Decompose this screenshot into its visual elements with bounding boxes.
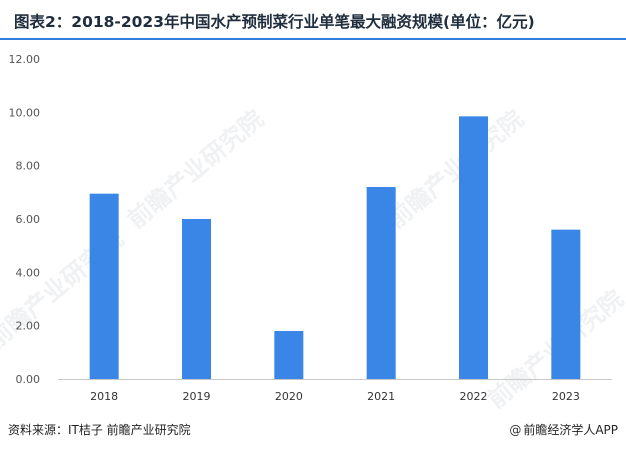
brand-label: @ 前瞻经济学人APP bbox=[509, 421, 618, 438]
y-tick-label: 6.00 bbox=[16, 213, 41, 226]
y-tick-label: 0.00 bbox=[16, 373, 41, 386]
x-tick-label: 2020 bbox=[275, 390, 303, 403]
x-tick-label: 2019 bbox=[183, 390, 211, 403]
bar bbox=[89, 193, 119, 379]
y-tick-label: 4.00 bbox=[16, 266, 41, 279]
bar bbox=[459, 116, 488, 379]
x-tick-label: 2022 bbox=[460, 390, 488, 403]
bar bbox=[274, 331, 304, 379]
y-tick-label: 12.00 bbox=[9, 53, 41, 66]
bar bbox=[182, 219, 211, 379]
x-tick-label: 2021 bbox=[367, 390, 395, 403]
bar bbox=[551, 229, 581, 379]
chart-title: 图表2：2018-2023年中国水产预制菜行业单笔最大融资规模(单位：亿元) bbox=[14, 13, 535, 31]
source-note: 资料来源：IT桔子 前瞻产业研究院 bbox=[8, 423, 191, 437]
x-tick-label: 2018 bbox=[90, 390, 118, 403]
brand-text: 前瞻经济学人APP bbox=[523, 423, 618, 437]
y-tick-label: 8.00 bbox=[16, 160, 41, 173]
y-tick-label: 10.00 bbox=[9, 106, 41, 119]
bar bbox=[366, 187, 396, 379]
y-tick-label: 2.00 bbox=[16, 320, 41, 333]
brand-icon: @ bbox=[509, 423, 522, 437]
x-tick-label: 2023 bbox=[552, 390, 580, 403]
title-divider bbox=[0, 38, 626, 40]
